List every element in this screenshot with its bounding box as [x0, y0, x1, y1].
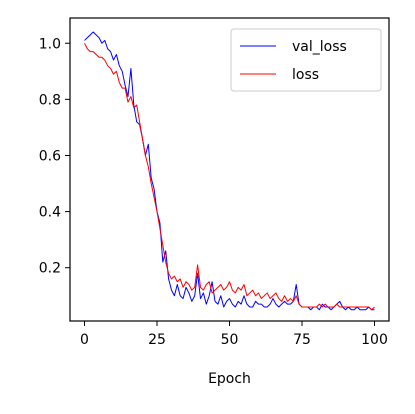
x-axis: 0 25 50 75 100	[80, 321, 388, 348]
legend-label: val_loss	[292, 39, 347, 55]
x-axis-label: Epoch	[208, 371, 251, 387]
x-tick-label: 25	[148, 332, 166, 348]
legend-label: loss	[292, 67, 319, 83]
y-tick-label: 0.6	[39, 148, 61, 164]
series-line-loss	[84, 43, 375, 311]
legend-box	[230, 28, 382, 92]
x-tick-label: 0	[80, 332, 89, 348]
y-tick-label: 0.2	[39, 261, 61, 277]
x-tick-label: 50	[221, 332, 239, 348]
x-tick-label: 75	[293, 332, 311, 348]
series-line-val-loss	[84, 31, 375, 311]
y-axis: 0.2 0.4 0.6 0.8 1.0	[39, 36, 70, 277]
y-tick-label: 1.0	[39, 36, 61, 52]
plot-area	[84, 31, 375, 311]
x-tick-label: 100	[361, 332, 388, 348]
y-tick-label: 0.8	[39, 92, 61, 108]
y-tick-label: 0.4	[39, 205, 61, 221]
